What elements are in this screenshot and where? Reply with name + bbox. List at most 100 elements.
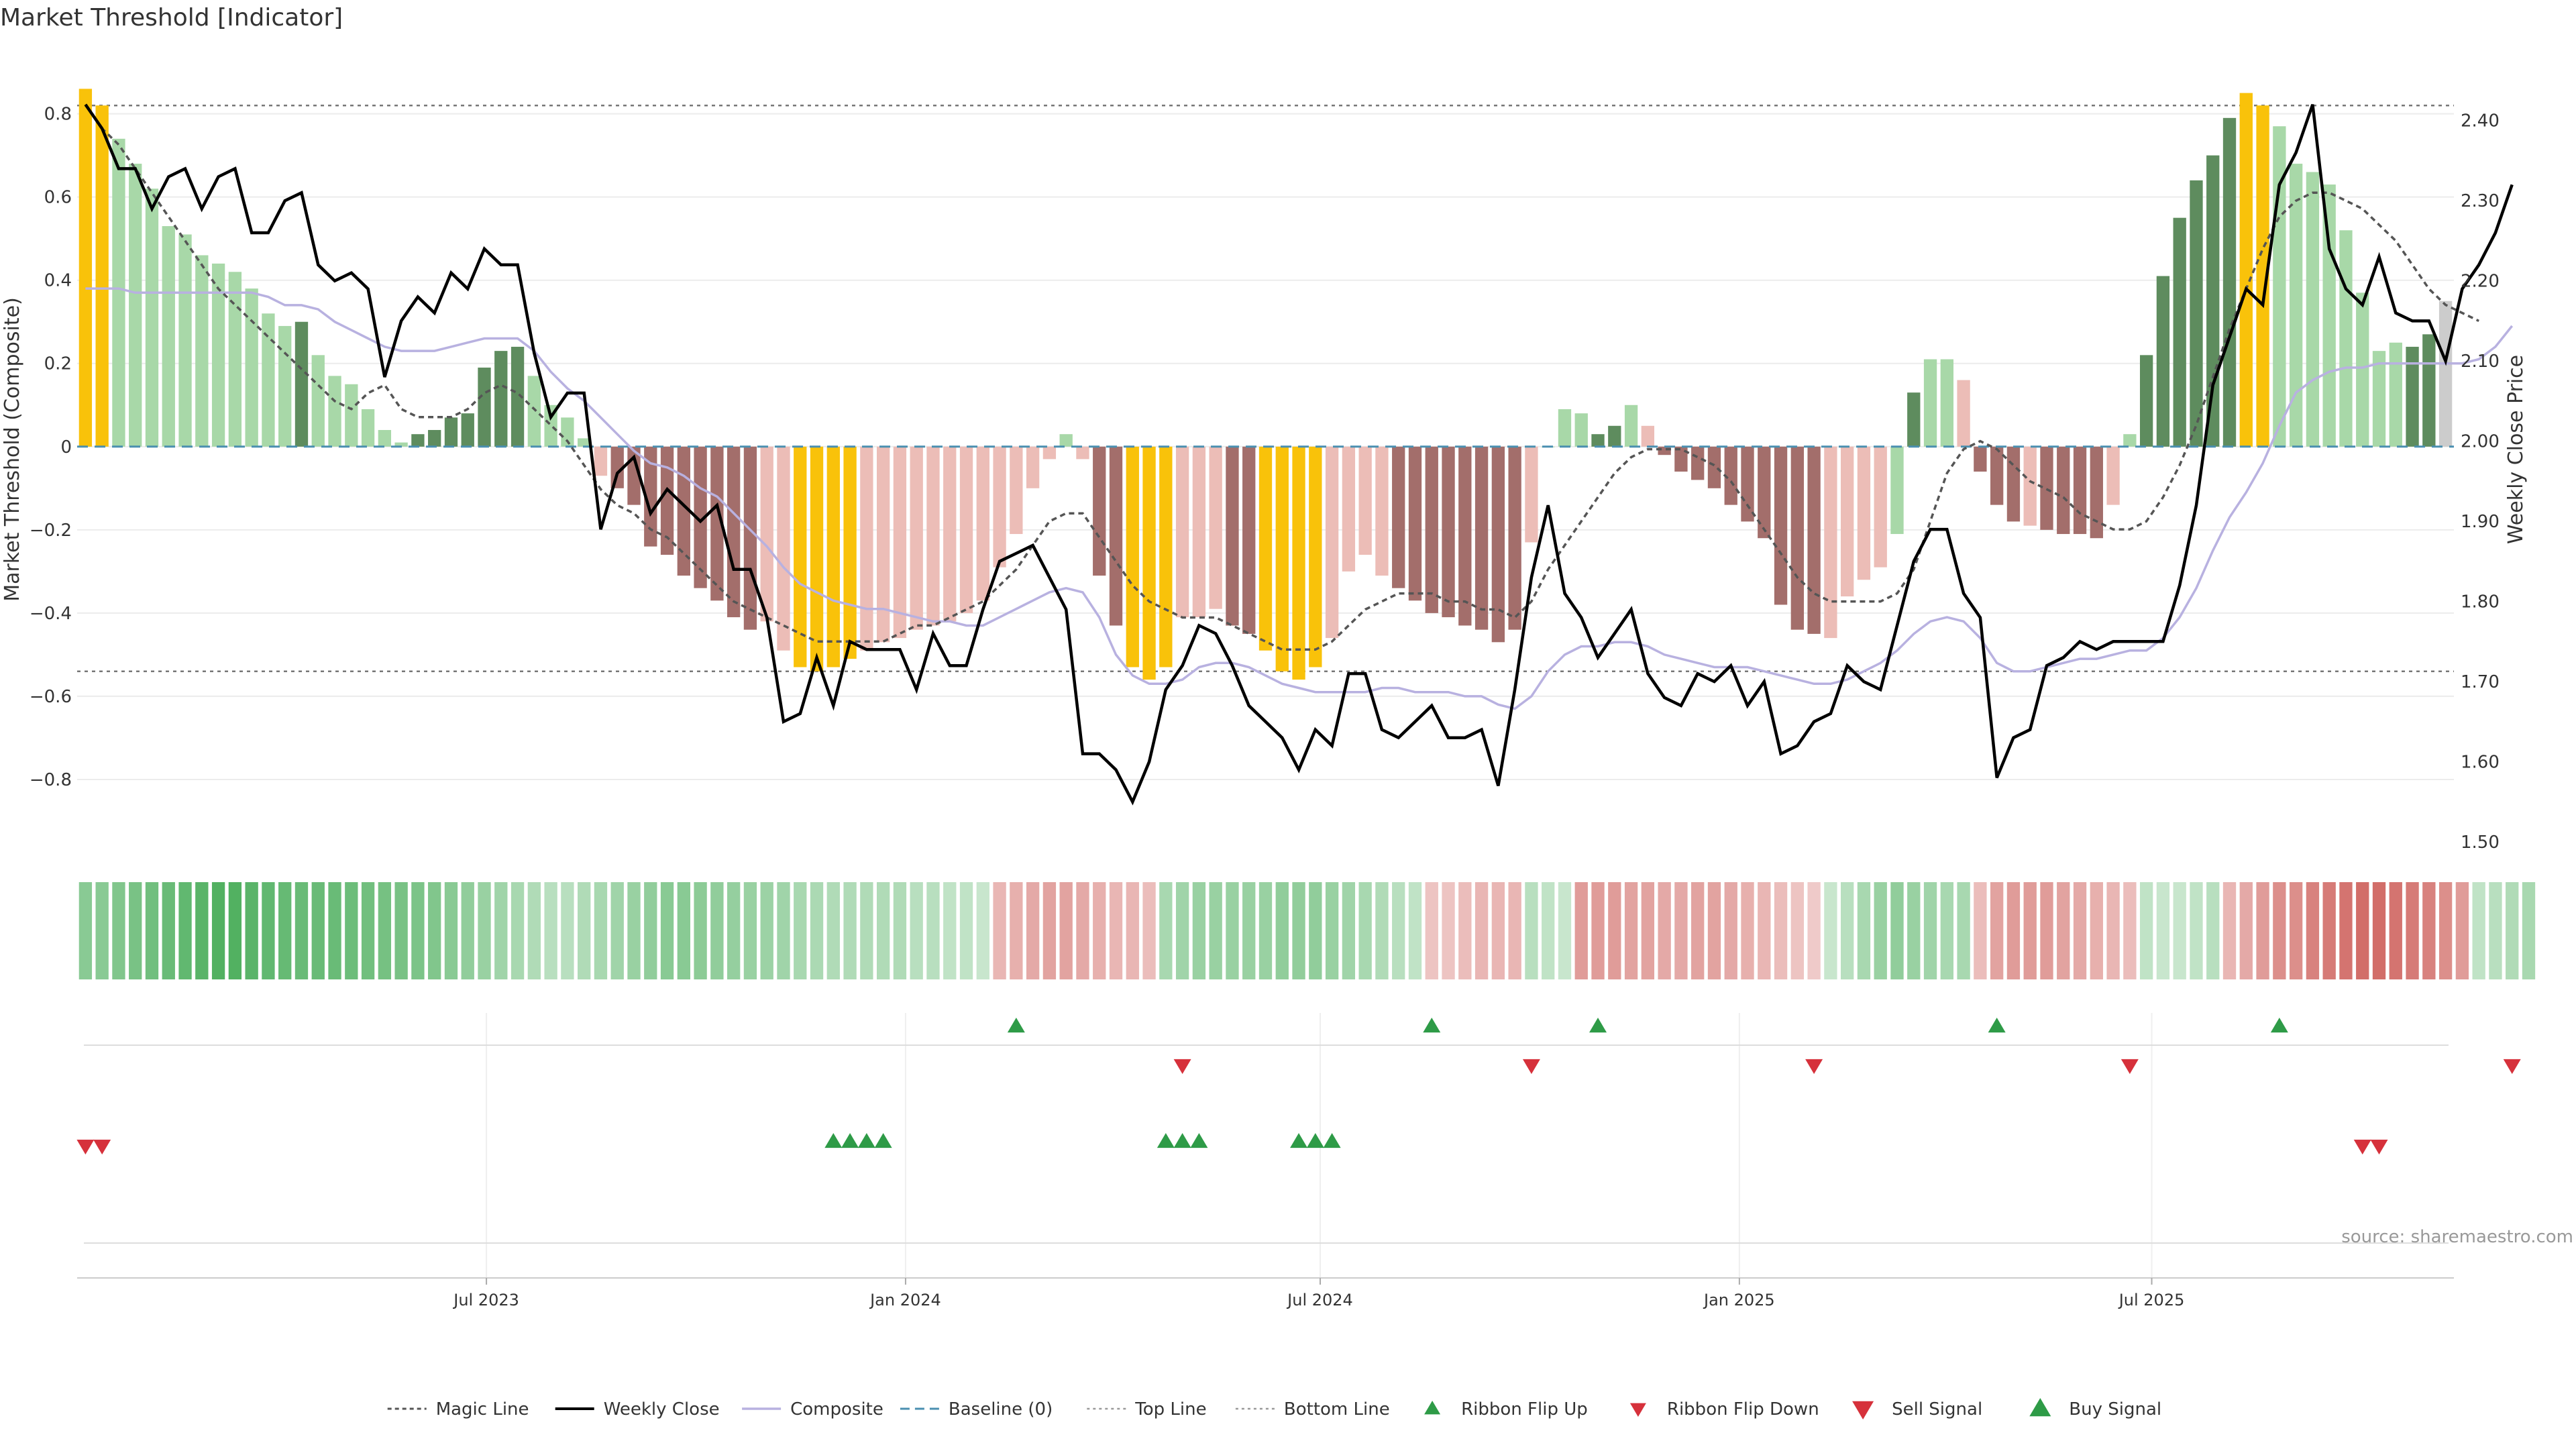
composite-bar: [926, 446, 940, 626]
legend-item: Ribbon Flip Up: [1424, 1399, 1588, 1419]
ribbon-segment: [1574, 882, 1588, 979]
ribbon-segment: [760, 882, 773, 979]
ribbon-segment: [262, 882, 275, 979]
composite-bar: [710, 446, 724, 601]
composite-bar: [1392, 446, 1405, 588]
legend-item: Sell Signal: [1852, 1399, 1982, 1419]
ribbon-segment: [1042, 882, 1057, 979]
ribbon-segment: [162, 882, 175, 979]
composite-bar: [1774, 446, 1788, 605]
ribbon-segment: [444, 882, 458, 979]
ribbon-segment: [2438, 882, 2453, 979]
composite-bar: [1292, 446, 1305, 680]
ribbon-segment: [1641, 882, 1655, 979]
ribbon-segment: [1175, 882, 1189, 979]
composite-bar: [245, 288, 258, 447]
composite-bar: [1658, 446, 1671, 455]
ribbon-segment: [1658, 882, 1671, 979]
ribbon-segment: [2422, 882, 2436, 979]
x-axis: Jul 2023 Jan 2024 Jul 2024 Jan 2025 Jul 2025: [77, 1277, 2454, 1309]
ribbon-segment: [2322, 882, 2336, 979]
ribbon-segment: [976, 882, 989, 979]
composite-bar: [2006, 446, 2021, 522]
composite-bar: [1508, 446, 1521, 630]
composite-bar: [294, 321, 309, 447]
composite-bar: [2372, 351, 2386, 447]
composite-bar: [494, 351, 508, 447]
composite-bar: [345, 384, 358, 447]
legend-label: Baseline (0): [949, 1399, 1053, 1419]
ribbon-segment: [2073, 882, 2087, 979]
ribbon-segment: [145, 882, 159, 979]
composite-bar: [561, 417, 574, 447]
composite-bar: [2023, 446, 2037, 526]
composite-bar: [1824, 446, 1837, 639]
composite-bar: [78, 89, 93, 447]
ribbon-segment: [860, 882, 873, 979]
ribbon-segment: [578, 882, 591, 979]
composite-bar: [211, 263, 225, 447]
ribbon-segment: [511, 882, 525, 979]
ribbon-segment: [1126, 882, 1139, 979]
ribbon-segment: [278, 882, 292, 979]
ribbon-segment: [2239, 882, 2253, 979]
ribbon-flip-up-marker: [1589, 1018, 1607, 1033]
composite-bar: [461, 413, 474, 447]
ribbon-segment: [2156, 882, 2170, 979]
composite-bar: [478, 367, 491, 447]
composite-bar: [2040, 446, 2053, 530]
ribbon-segment: [794, 882, 807, 979]
ribbon-segment: [361, 882, 375, 979]
buy-signal-marker: [1173, 1133, 1191, 1148]
ribbon-segment: [1408, 882, 1422, 979]
right-tick-label: 2.20: [2461, 272, 2500, 292]
ribbon-segment: [245, 882, 258, 979]
composite-bar: [1741, 446, 1754, 522]
composite-bar: [1558, 409, 1572, 447]
ribbon-segment: [1093, 882, 1106, 979]
composite-bar: [1957, 380, 1970, 447]
composite-bar: [1841, 446, 1854, 597]
ribbon-segment: [378, 882, 392, 979]
ribbon-segment: [1109, 882, 1123, 979]
buy-signal-marker: [1157, 1133, 1175, 1148]
left-tick-label: −0.6: [30, 687, 72, 707]
ribbon-segment: [594, 882, 608, 979]
legend-item: Ribbon Flip Down: [1629, 1399, 1819, 1419]
ribbon-segment: [1990, 882, 2004, 979]
ribbon-segment: [1874, 882, 1887, 979]
ribbon-segment: [876, 882, 890, 979]
ribbon-segment: [1940, 882, 1953, 979]
ribbon-segment: [2123, 882, 2137, 979]
composite-bar: [178, 234, 192, 447]
composite-bar: [262, 313, 275, 447]
ribbon-segment: [1258, 882, 1273, 979]
ribbon-segment: [2222, 882, 2237, 979]
composite-bar: [1076, 446, 1089, 460]
composite-bar: [1608, 425, 1621, 447]
buy-signal-marker: [874, 1133, 892, 1148]
ribbon-flip-up-marker: [1007, 1018, 1025, 1033]
composite-bar: [2073, 446, 2087, 535]
right-tick-label: 2.40: [2461, 111, 2500, 131]
ribbon-segment: [1807, 882, 1821, 979]
composite-bar: [428, 429, 441, 447]
ribbon-flip-up-marker: [2270, 1018, 2288, 1033]
legend-swatch: [1852, 1401, 1874, 1419]
composite-bar: [129, 164, 142, 447]
composite-bar: [1807, 446, 1821, 634]
composite-bar: [2406, 346, 2419, 447]
left-tick-label: 0.4: [44, 271, 72, 291]
ribbon-segment: [2273, 882, 2286, 979]
composite-bar: [743, 446, 757, 630]
composite-bar: [1691, 446, 1705, 480]
composite-bar: [860, 446, 873, 651]
ribbon-flip-up-marker: [1988, 1018, 2006, 1033]
ribbon-segment: [2256, 882, 2269, 979]
ribbon-segment: [2489, 882, 2502, 979]
composite-bar: [2206, 155, 2220, 447]
left-tick-label: 0.8: [44, 105, 72, 125]
composite-bar: [1059, 434, 1073, 447]
ribbon-segment: [544, 882, 557, 979]
